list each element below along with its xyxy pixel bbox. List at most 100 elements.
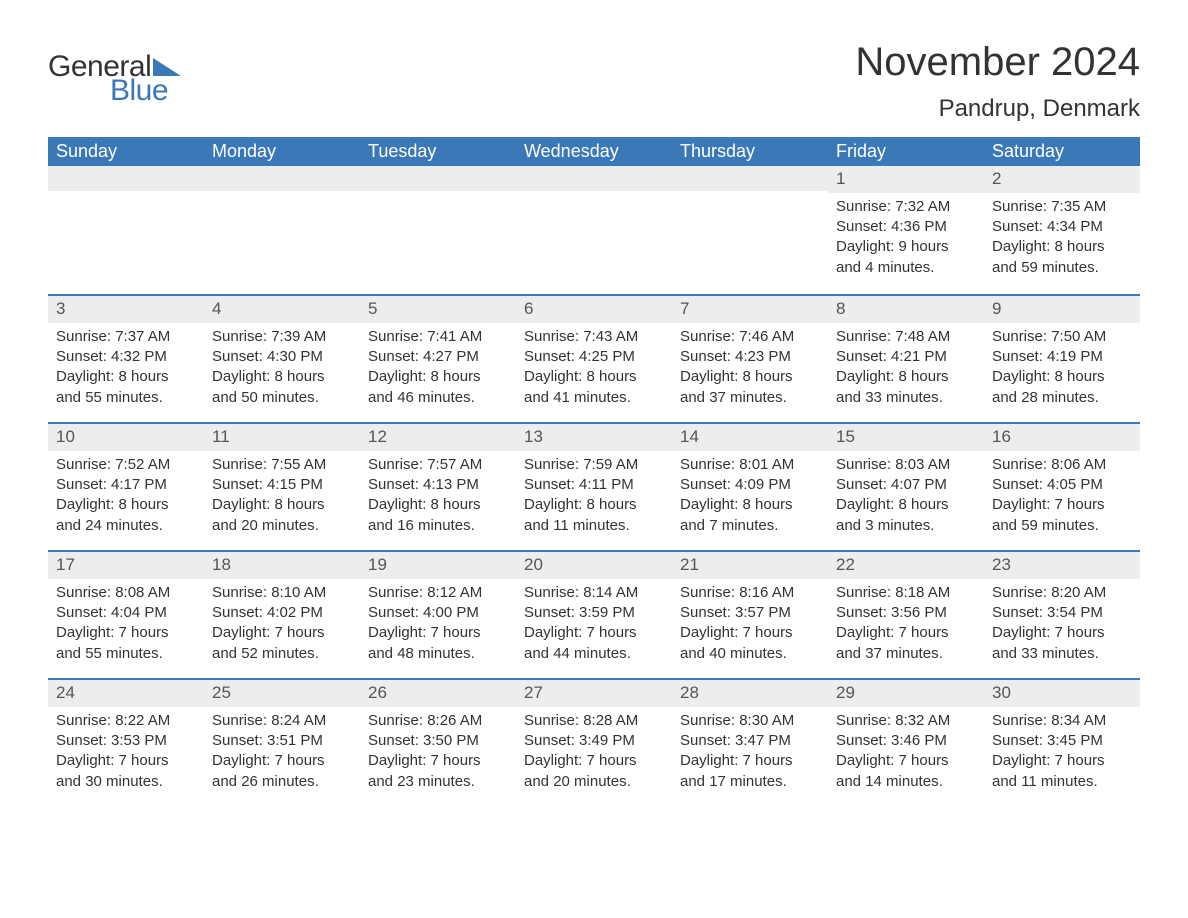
sunrise-text: Sunrise: 8:03 AM (836, 455, 976, 475)
day-cell: 29Sunrise: 8:32 AMSunset: 3:46 PMDayligh… (828, 680, 984, 806)
sunset-text: Sunset: 4:30 PM (212, 347, 352, 367)
location: Pandrup, Denmark (855, 95, 1140, 123)
sunrise-text: Sunrise: 7:35 AM (992, 197, 1132, 217)
day-content: Sunrise: 7:57 AMSunset: 4:13 PMDaylight:… (360, 451, 516, 544)
d1-text: Daylight: 7 hours (992, 751, 1132, 771)
d2-text: and 11 minutes. (992, 772, 1132, 792)
sunset-text: Sunset: 3:51 PM (212, 731, 352, 751)
d1-text: Daylight: 8 hours (524, 367, 664, 387)
day-content: Sunrise: 7:32 AMSunset: 4:36 PMDaylight:… (828, 193, 984, 286)
day-cell: 24Sunrise: 8:22 AMSunset: 3:53 PMDayligh… (48, 680, 204, 806)
day-number: 9 (984, 296, 1140, 323)
day-content: Sunrise: 8:12 AMSunset: 4:00 PMDaylight:… (360, 579, 516, 672)
sunrise-text: Sunrise: 8:18 AM (836, 583, 976, 603)
sunrise-text: Sunrise: 8:10 AM (212, 583, 352, 603)
day-cell: 22Sunrise: 8:18 AMSunset: 3:56 PMDayligh… (828, 552, 984, 678)
week-row: 1Sunrise: 7:32 AMSunset: 4:36 PMDaylight… (48, 166, 1140, 294)
sunrise-text: Sunrise: 8:24 AM (212, 711, 352, 731)
sunset-text: Sunset: 3:57 PM (680, 603, 820, 623)
day-number: 5 (360, 296, 516, 323)
d2-text: and 46 minutes. (368, 388, 508, 408)
sunset-text: Sunset: 3:54 PM (992, 603, 1132, 623)
day-content: Sunrise: 8:08 AMSunset: 4:04 PMDaylight:… (48, 579, 204, 672)
day-cell: 10Sunrise: 7:52 AMSunset: 4:17 PMDayligh… (48, 424, 204, 550)
d1-text: Daylight: 8 hours (836, 495, 976, 515)
day-content: Sunrise: 8:20 AMSunset: 3:54 PMDaylight:… (984, 579, 1140, 672)
day-content: Sunrise: 8:28 AMSunset: 3:49 PMDaylight:… (516, 707, 672, 800)
sunset-text: Sunset: 4:27 PM (368, 347, 508, 367)
day-content: Sunrise: 8:01 AMSunset: 4:09 PMDaylight:… (672, 451, 828, 544)
day-content: Sunrise: 7:41 AMSunset: 4:27 PMDaylight:… (360, 323, 516, 416)
d1-text: Daylight: 7 hours (524, 751, 664, 771)
sunset-text: Sunset: 3:50 PM (368, 731, 508, 751)
d2-text: and 23 minutes. (368, 772, 508, 792)
day-cell: 13Sunrise: 7:59 AMSunset: 4:11 PMDayligh… (516, 424, 672, 550)
sunrise-text: Sunrise: 7:41 AM (368, 327, 508, 347)
day-cell: 19Sunrise: 8:12 AMSunset: 4:00 PMDayligh… (360, 552, 516, 678)
day-cell: 21Sunrise: 8:16 AMSunset: 3:57 PMDayligh… (672, 552, 828, 678)
day-content: Sunrise: 7:52 AMSunset: 4:17 PMDaylight:… (48, 451, 204, 544)
d1-text: Daylight: 8 hours (524, 495, 664, 515)
day-content: Sunrise: 7:39 AMSunset: 4:30 PMDaylight:… (204, 323, 360, 416)
day-number: 8 (828, 296, 984, 323)
day-header: Wednesday (516, 137, 672, 166)
sunset-text: Sunset: 3:59 PM (524, 603, 664, 623)
day-number: 27 (516, 680, 672, 707)
d1-text: Daylight: 7 hours (680, 623, 820, 643)
day-cell: 15Sunrise: 8:03 AMSunset: 4:07 PMDayligh… (828, 424, 984, 550)
d1-text: Daylight: 8 hours (992, 237, 1132, 257)
sunset-text: Sunset: 4:09 PM (680, 475, 820, 495)
day-header: Monday (204, 137, 360, 166)
day-cell: 28Sunrise: 8:30 AMSunset: 3:47 PMDayligh… (672, 680, 828, 806)
day-header: Friday (828, 137, 984, 166)
sunrise-text: Sunrise: 8:26 AM (368, 711, 508, 731)
day-cell: 8Sunrise: 7:48 AMSunset: 4:21 PMDaylight… (828, 296, 984, 422)
sunset-text: Sunset: 4:15 PM (212, 475, 352, 495)
d2-text: and 11 minutes. (524, 516, 664, 536)
d1-text: Daylight: 9 hours (836, 237, 976, 257)
day-number: 4 (204, 296, 360, 323)
day-content: Sunrise: 7:48 AMSunset: 4:21 PMDaylight:… (828, 323, 984, 416)
d2-text: and 37 minutes. (680, 388, 820, 408)
d2-text: and 55 minutes. (56, 644, 196, 664)
d1-text: Daylight: 8 hours (56, 367, 196, 387)
day-cell (360, 166, 516, 294)
day-content: Sunrise: 8:16 AMSunset: 3:57 PMDaylight:… (672, 579, 828, 672)
header: General Blue November 2024 Pandrup, Denm… (48, 40, 1140, 131)
sunrise-text: Sunrise: 8:22 AM (56, 711, 196, 731)
sunrise-text: Sunrise: 8:06 AM (992, 455, 1132, 475)
day-number: 12 (360, 424, 516, 451)
day-content: Sunrise: 8:32 AMSunset: 3:46 PMDaylight:… (828, 707, 984, 800)
week-row: 24Sunrise: 8:22 AMSunset: 3:53 PMDayligh… (48, 678, 1140, 806)
d1-text: Daylight: 8 hours (836, 367, 976, 387)
day-content: Sunrise: 8:26 AMSunset: 3:50 PMDaylight:… (360, 707, 516, 800)
day-header: Thursday (672, 137, 828, 166)
d1-text: Daylight: 8 hours (56, 495, 196, 515)
day-headers: SundayMondayTuesdayWednesdayThursdayFrid… (48, 137, 1140, 166)
d1-text: Daylight: 8 hours (212, 495, 352, 515)
day-number: 19 (360, 552, 516, 579)
day-cell: 23Sunrise: 8:20 AMSunset: 3:54 PMDayligh… (984, 552, 1140, 678)
sunrise-text: Sunrise: 7:37 AM (56, 327, 196, 347)
day-content: Sunrise: 8:34 AMSunset: 3:45 PMDaylight:… (984, 707, 1140, 800)
day-cell: 30Sunrise: 8:34 AMSunset: 3:45 PMDayligh… (984, 680, 1140, 806)
title-block: November 2024 Pandrup, Denmark (855, 40, 1140, 131)
day-content: Sunrise: 8:22 AMSunset: 3:53 PMDaylight:… (48, 707, 204, 800)
week-row: 3Sunrise: 7:37 AMSunset: 4:32 PMDaylight… (48, 294, 1140, 422)
d1-text: Daylight: 7 hours (836, 751, 976, 771)
day-cell (204, 166, 360, 294)
d1-text: Daylight: 7 hours (212, 623, 352, 643)
sunset-text: Sunset: 4:05 PM (992, 475, 1132, 495)
day-number: 25 (204, 680, 360, 707)
d1-text: Daylight: 8 hours (992, 367, 1132, 387)
sunrise-text: Sunrise: 7:46 AM (680, 327, 820, 347)
d1-text: Daylight: 7 hours (524, 623, 664, 643)
day-cell (48, 166, 204, 294)
d2-text: and 37 minutes. (836, 644, 976, 664)
day-cell: 9Sunrise: 7:50 AMSunset: 4:19 PMDaylight… (984, 296, 1140, 422)
day-content: Sunrise: 7:55 AMSunset: 4:15 PMDaylight:… (204, 451, 360, 544)
sunset-text: Sunset: 3:45 PM (992, 731, 1132, 751)
day-cell: 20Sunrise: 8:14 AMSunset: 3:59 PMDayligh… (516, 552, 672, 678)
d1-text: Daylight: 7 hours (992, 495, 1132, 515)
week-row: 17Sunrise: 8:08 AMSunset: 4:04 PMDayligh… (48, 550, 1140, 678)
